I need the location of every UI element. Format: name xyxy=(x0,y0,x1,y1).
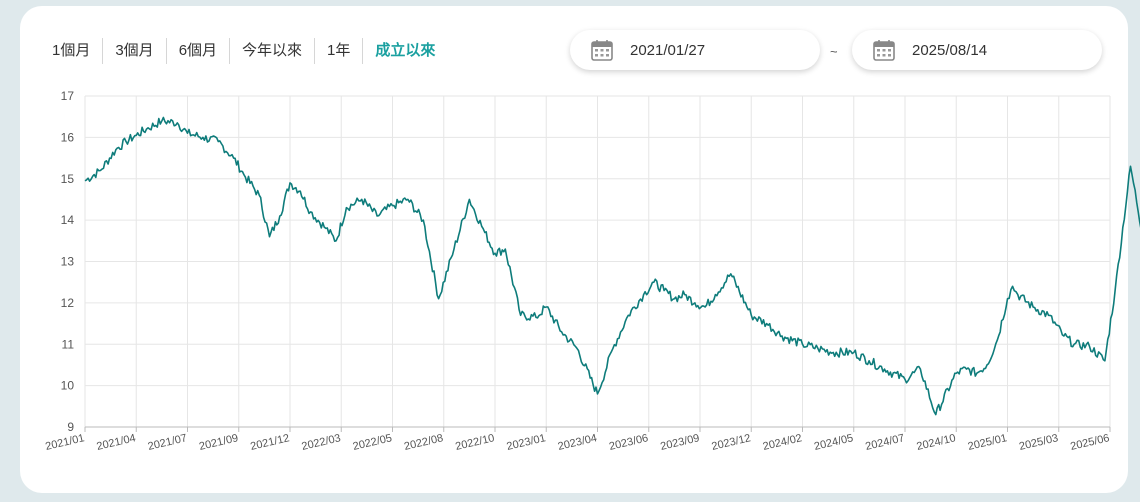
x-tick-label: 2023/06 xyxy=(608,432,649,453)
tab-1-year[interactable]: 1年 xyxy=(314,38,362,64)
y-tick-label: 17 xyxy=(61,89,75,103)
y-tick-label: 14 xyxy=(61,213,75,227)
x-tick-label: 2022/10 xyxy=(454,432,495,453)
tab-year-to-date[interactable]: 今年以來 xyxy=(229,38,314,64)
x-tick-label: 2023/09 xyxy=(659,432,700,453)
x-tick-label: 2024/05 xyxy=(813,432,854,453)
x-tick-label: 2025/01 xyxy=(967,432,1008,453)
x-tick-label: 2023/12 xyxy=(710,432,751,453)
x-tick-label: 2023/01 xyxy=(505,432,546,453)
x-tick-label: 2022/03 xyxy=(300,432,341,453)
tab-since-inception[interactable]: 成立以來 xyxy=(362,38,447,64)
start-date-picker[interactable]: 2021/01/27 xyxy=(570,30,820,70)
x-axis: 2021/01 2021/04 2021/07 2021/09 2021/12 2022/… xyxy=(44,427,1111,453)
end-date-value: 2025/08/14 xyxy=(912,41,988,59)
y-tick-label: 16 xyxy=(61,130,75,144)
y-tick-label: 11 xyxy=(62,337,75,351)
chart-card xyxy=(20,6,1128,493)
y-tick-label: 9 xyxy=(67,420,74,434)
tab-3-months[interactable]: 3個月 xyxy=(102,38,165,64)
y-tick-label: 13 xyxy=(61,255,75,269)
x-tick-label: 2021/04 xyxy=(95,432,136,453)
x-tick-label: 2024/07 xyxy=(864,432,905,453)
y-axis: 9 10 11 12 13 14 15 16 17 xyxy=(61,89,75,434)
x-tick-label: 2025/06 xyxy=(1069,432,1110,453)
x-tick-label: 2024/10 xyxy=(915,432,956,453)
price-series-line xyxy=(84,116,1140,416)
y-tick-label: 10 xyxy=(61,379,75,393)
tab-6-months[interactable]: 6個月 xyxy=(165,38,229,64)
start-date-value: 2021/01/27 xyxy=(630,41,706,59)
x-tick-label: 2024/02 xyxy=(762,432,803,453)
calendar-icon xyxy=(591,40,613,61)
x-tick-label: 2025/03 xyxy=(1018,432,1059,453)
x-tick-label: 2022/08 xyxy=(403,432,444,453)
calendar-icon xyxy=(873,40,895,61)
x-tick-label: 2021/07 xyxy=(147,432,188,453)
y-tick-label: 15 xyxy=(61,172,75,186)
x-tick-label: 2021/09 xyxy=(198,432,239,453)
x-tick-label: 2021/01 xyxy=(44,432,85,453)
chart-grid xyxy=(84,95,1111,428)
x-tick-label: 2021/12 xyxy=(249,432,290,453)
date-range-separator: ~ xyxy=(830,44,838,59)
tab-1-month[interactable]: 1個月 xyxy=(52,42,91,59)
end-date-picker[interactable]: 2025/08/14 xyxy=(852,30,1102,70)
y-tick-label: 12 xyxy=(61,296,75,310)
period-tabs: 1個月 3個月 6個月 今年以來 1年 成立以來 xyxy=(52,38,447,64)
x-tick-label: 2022/05 xyxy=(352,432,393,453)
plot-area xyxy=(84,116,1140,416)
x-tick-label: 2023/04 xyxy=(557,432,598,453)
